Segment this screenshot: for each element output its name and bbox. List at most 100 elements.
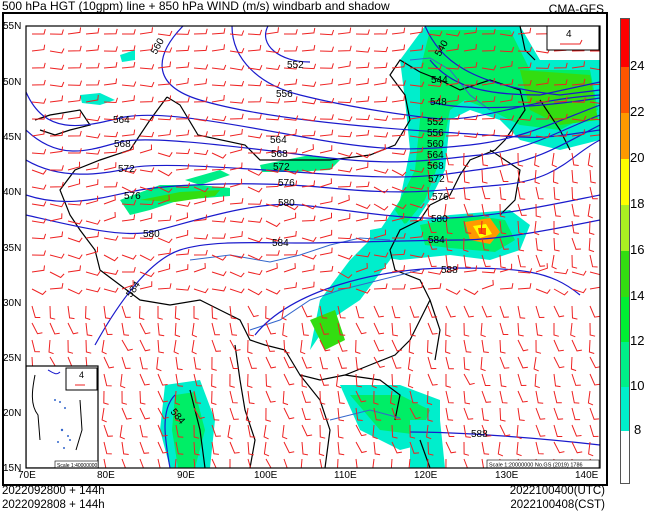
wind-barb [589,254,598,268]
wind-barb [121,305,131,318]
colorbar-segment [621,342,629,387]
contour-line [26,139,600,202]
wind-barb [85,195,99,205]
wind-barb [463,237,469,252]
wind-barb [211,195,225,205]
wind-barb [31,265,45,273]
wind-barb [445,78,460,86]
wind-barb [427,458,429,468]
wind-barb [31,169,47,175]
wind-barb [534,220,540,236]
wind-barb [355,262,368,273]
wind-barb [103,269,119,275]
wind-barb [571,203,580,217]
wind-barb [247,458,252,468]
wind-barb [535,254,546,267]
wind-barb [103,97,118,104]
wind-barb [157,458,161,468]
wind-barb [49,29,64,35]
wind-barb [265,220,281,228]
colorbar-tick: 14 [630,288,645,303]
wind-barb [409,282,424,290]
wind-barb [463,44,477,52]
wind-barb [445,254,453,269]
height-contours [26,26,600,468]
wind-barb [517,130,532,137]
wind-barb [282,424,288,440]
wind-barb [139,339,151,352]
wind-barb [103,78,118,86]
wind-barb [391,61,406,69]
wind-barb [355,305,365,319]
wind-barb [355,181,370,188]
wind-barb [409,424,416,439]
wind-barb [571,407,581,421]
wind-barb [157,215,172,222]
wind-barb [499,263,513,273]
wind-barb [265,262,278,273]
contour-line [94,219,600,346]
wind-barb [571,254,578,269]
wind-barb [211,217,227,223]
wind-barb [391,441,402,454]
wind-barb [319,265,334,273]
wind-barb [445,264,459,273]
wind-barb [517,152,524,167]
wind-barb [553,390,562,404]
wind-barb [535,96,550,103]
wind-barb [283,115,299,121]
wind-barb [463,132,479,138]
inset-islands [54,399,71,449]
contour-label: 580 [143,229,160,240]
wind-barb [535,390,544,404]
lon-label: 110E [334,470,357,481]
wind-barb [211,390,217,405]
wind-barb [157,47,173,53]
country-borders [34,26,571,468]
wind-barb [337,254,353,260]
wind-barb [337,27,352,35]
wind-barb [337,45,352,52]
wind-barb [211,182,226,188]
wind-barb [409,146,424,154]
wind-barb [481,169,488,184]
wind-barb [247,199,262,205]
wind-barb [193,373,202,387]
wind-barb [391,113,406,120]
wind-barb [211,458,217,468]
rivers [189,57,491,421]
contour-label: 548 [430,97,447,108]
wind-barb [499,237,509,250]
wind-barb [175,62,190,69]
wind-barb [49,95,64,103]
wind-barb [445,186,455,199]
wind-barb [319,114,334,120]
wind-barb [409,81,425,87]
wind-barb [589,118,600,121]
wind-barb [301,264,315,273]
wind-barb [121,61,136,69]
wind-barb [337,151,353,157]
wind-barb [553,373,561,388]
contour-label: 572 [118,164,135,175]
valid-time-cst: 2022100408(CST) [510,499,605,511]
reference-barb-icon [560,39,583,45]
wind-barb [301,356,312,369]
wind-barb [355,322,367,335]
wind-barb [175,45,190,52]
contour-label: 584 [428,235,445,246]
wind-barb [139,407,151,420]
wind-barb [283,147,298,154]
wind-barb [589,407,600,420]
wind-barb [121,390,128,405]
wind-barb [589,83,600,86]
wind-barb [173,339,179,355]
wind-barb [409,203,425,209]
wind-barb [301,115,317,122]
wind-barb [499,373,507,388]
wind-barb [247,339,253,354]
wind-barb [535,424,546,437]
wind-barb [139,458,144,468]
wind-barb [535,237,543,252]
wind-barb [499,79,514,86]
